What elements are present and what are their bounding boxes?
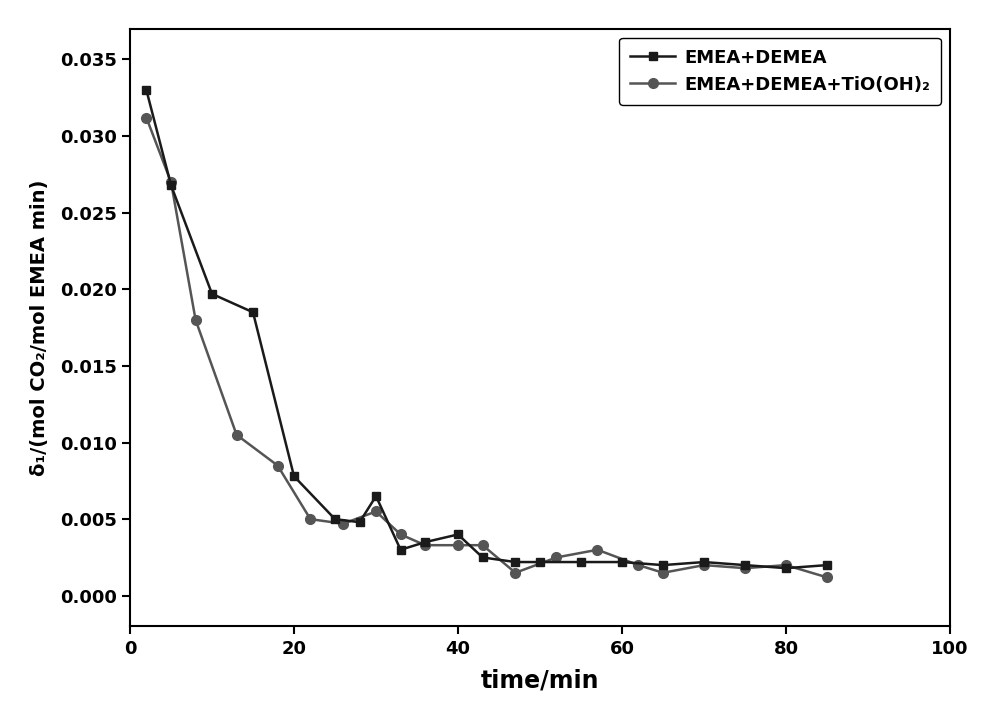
EMEA+DEMEA	[247, 308, 259, 317]
EMEA+DEMEA	[616, 558, 628, 567]
EMEA+DEMEA+TiO(OH)₂	[370, 507, 382, 516]
EMEA+DEMEA+TiO(OH)₂	[231, 431, 243, 439]
EMEA+DEMEA	[452, 530, 464, 539]
EMEA+DEMEA+TiO(OH)₂	[165, 178, 177, 186]
EMEA+DEMEA	[780, 564, 792, 572]
EMEA+DEMEA+TiO(OH)₂	[190, 315, 202, 324]
EMEA+DEMEA	[509, 558, 521, 567]
EMEA+DEMEA+TiO(OH)₂	[509, 569, 521, 577]
EMEA+DEMEA	[821, 561, 833, 570]
Legend: EMEA+DEMEA, EMEA+DEMEA+TiO(OH)₂: EMEA+DEMEA, EMEA+DEMEA+TiO(OH)₂	[619, 38, 941, 104]
EMEA+DEMEA+TiO(OH)₂	[591, 546, 603, 554]
EMEA+DEMEA+TiO(OH)₂	[739, 564, 751, 572]
Line: EMEA+DEMEA: EMEA+DEMEA	[142, 86, 831, 572]
EMEA+DEMEA+TiO(OH)₂	[477, 541, 489, 549]
EMEA+DEMEA	[477, 553, 489, 562]
EMEA+DEMEA+TiO(OH)₂	[698, 561, 710, 570]
EMEA+DEMEA	[206, 289, 218, 298]
EMEA+DEMEA+TiO(OH)₂	[550, 553, 562, 562]
EMEA+DEMEA	[419, 538, 431, 546]
EMEA+DEMEA	[534, 558, 546, 567]
EMEA+DEMEA	[395, 546, 407, 554]
EMEA+DEMEA+TiO(OH)₂	[140, 113, 152, 122]
EMEA+DEMEA	[739, 561, 751, 570]
EMEA+DEMEA+TiO(OH)₂	[395, 530, 407, 539]
X-axis label: time/min: time/min	[481, 669, 599, 693]
EMEA+DEMEA+TiO(OH)₂	[337, 519, 349, 528]
EMEA+DEMEA	[140, 86, 152, 94]
EMEA+DEMEA+TiO(OH)₂	[419, 541, 431, 549]
EMEA+DEMEA	[370, 492, 382, 500]
EMEA+DEMEA	[288, 472, 300, 480]
EMEA+DEMEA	[698, 558, 710, 567]
EMEA+DEMEA+TiO(OH)₂	[780, 561, 792, 570]
EMEA+DEMEA+TiO(OH)₂	[304, 515, 316, 523]
EMEA+DEMEA	[354, 518, 366, 526]
EMEA+DEMEA	[575, 558, 587, 567]
EMEA+DEMEA	[329, 515, 341, 523]
EMEA+DEMEA+TiO(OH)₂	[821, 573, 833, 582]
Line: EMEA+DEMEA+TiO(OH)₂: EMEA+DEMEA+TiO(OH)₂	[142, 113, 832, 582]
EMEA+DEMEA	[657, 561, 669, 570]
EMEA+DEMEA+TiO(OH)₂	[657, 569, 669, 577]
Y-axis label: δ₁/(mol CO₂/mol EMEA min): δ₁/(mol CO₂/mol EMEA min)	[30, 179, 49, 476]
EMEA+DEMEA+TiO(OH)₂	[632, 561, 644, 570]
EMEA+DEMEA+TiO(OH)₂	[452, 541, 464, 549]
EMEA+DEMEA+TiO(OH)₂	[272, 462, 284, 470]
EMEA+DEMEA	[165, 181, 177, 189]
